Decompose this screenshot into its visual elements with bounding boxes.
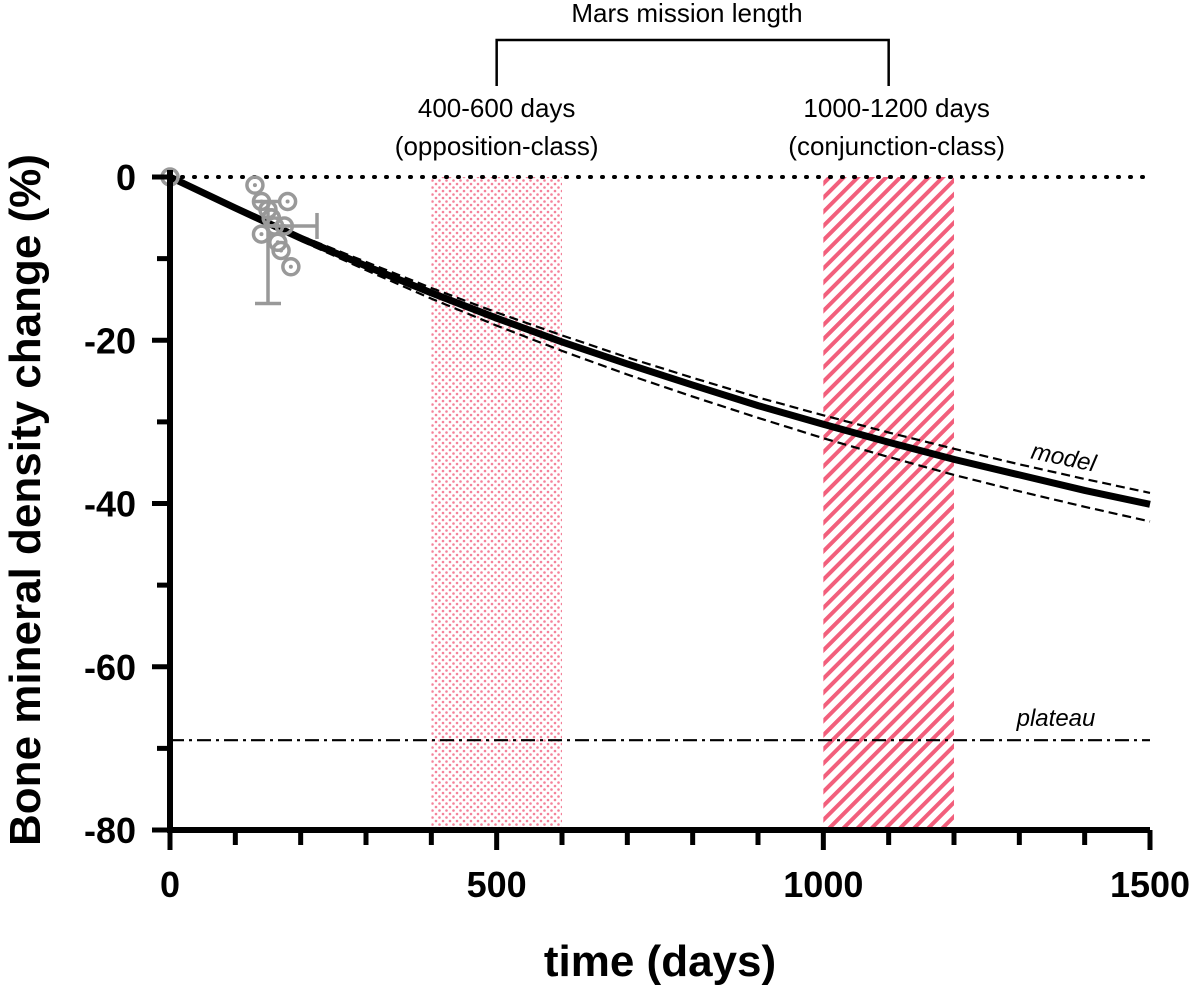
series-line-2 [300, 239, 1151, 523]
observed-point [251, 224, 272, 244]
observed-point-center [269, 215, 274, 220]
model-label: model [1029, 438, 1099, 478]
x-tick-label: 1000 [783, 864, 863, 905]
plateau-label: plateau [1016, 705, 1096, 732]
conjunction-label-line2: (conjunction-class) [788, 131, 1005, 161]
observed-point [281, 257, 301, 277]
series-lines [168, 173, 1152, 742]
y-tick-label: -80 [84, 810, 136, 851]
x-tick-label: 0 [160, 864, 180, 905]
mission-band-1 [823, 177, 954, 830]
y-tick-label: 0 [116, 157, 136, 198]
series-line-1 [300, 234, 1151, 494]
observed-point [277, 191, 298, 212]
axes [167, 170, 1150, 833]
bracket-label: Mars mission length [571, 0, 802, 28]
x-axis-title: time (days) [544, 937, 776, 986]
mission-length-bracket [495, 38, 890, 86]
y-axis-title: Bone mineral density change (%) [1, 154, 50, 846]
x-tick-label: 500 [467, 864, 527, 905]
x-tick-label: 1500 [1110, 864, 1190, 905]
opposition-label-line2: (opposition-class) [395, 131, 599, 161]
mission-bands [431, 177, 954, 830]
mission-band-0 [431, 177, 562, 830]
conjunction-label-line1: 1000-1200 days [803, 93, 989, 123]
y-tick-label: -20 [84, 320, 136, 361]
observed-point-center [285, 199, 290, 204]
series-line-0 [168, 173, 1151, 508]
y-tick-label: -40 [84, 484, 136, 525]
observed-point-center [282, 223, 287, 228]
observed-point-center [288, 264, 293, 269]
observed-point [271, 240, 291, 261]
observed-point-center [252, 183, 257, 188]
opposition-label-line1: 400-600 days [418, 93, 576, 123]
observed-point-center [259, 232, 264, 237]
observed-point [261, 208, 282, 228]
observed-point-center [279, 248, 284, 253]
y-tick-label: -60 [84, 647, 136, 688]
observed-points [160, 167, 319, 306]
observed-point [245, 175, 265, 195]
axis-ticks: -80 -60 -40 -20 0 0 500 1000 1500 [84, 157, 1190, 905]
